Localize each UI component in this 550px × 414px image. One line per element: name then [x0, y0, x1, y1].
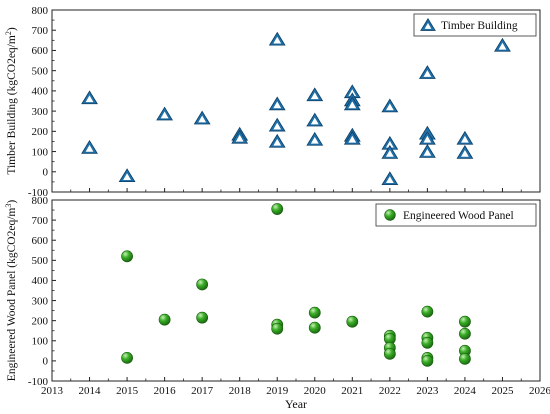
panel-2-legend-box [375, 203, 537, 227]
panel-2-x-tick-label: 2016 [154, 385, 177, 397]
panel-1-y-tick-label: 600 [32, 45, 49, 57]
panel-2-data-point [121, 250, 133, 263]
panel-1-data-point [118, 168, 136, 183]
panel-1-data-point [456, 144, 474, 159]
panel-2-y-tick-label: 200 [32, 315, 49, 327]
panel-1-y-tick-label: 800 [32, 5, 49, 17]
panel-1-data-point [193, 110, 211, 125]
panel-1-y-tick-label: 200 [32, 126, 49, 138]
panel-2-data-point [421, 305, 434, 318]
panel-1-data-point [306, 131, 324, 146]
panel-1-y-tick-label: -100 [28, 187, 49, 199]
panel-2-y-tick-label: 600 [32, 235, 49, 247]
panel-1-y-tick-label: 700 [32, 25, 49, 37]
panel-1-y-tick-label: 300 [32, 106, 49, 118]
panel-1-data-point [306, 87, 324, 102]
panel-2-y-tick-label: 100 [32, 336, 49, 348]
panel-1-legend-label: Timber Building [441, 20, 518, 32]
panel-1-data-point [81, 139, 98, 154]
panel-2-y-tick-label: 800 [32, 195, 49, 207]
panel-2-y-tick-label: 700 [32, 215, 49, 227]
panel-2-y-axis-label: Engineered Wood Panel (kgCO2eq/m3) [4, 200, 18, 382]
panel-2-x-tick-label: 2021 [341, 385, 363, 397]
panel-1-y-tick-label: 500 [32, 65, 49, 77]
panel-2-data-point [271, 322, 284, 335]
panel-1-data-point [381, 171, 399, 186]
panel-2-x-tick-label: 2024 [454, 385, 477, 397]
panel-1-y-tick-label: 100 [32, 146, 49, 158]
panel-2-data-point [121, 351, 133, 364]
panel-2-x-tick-label: 2014 [79, 385, 102, 397]
panel-1-data-point [156, 106, 174, 121]
panel-1-data-point [268, 117, 286, 132]
panel-2-x-tick-label: 2023 [416, 385, 439, 397]
panel-2-data-point [459, 315, 471, 328]
panel-2-x-tick-label: 2022 [379, 385, 401, 397]
panel-2-data-point [196, 278, 209, 291]
panel-2-data-point [459, 327, 471, 340]
panel-2-data-point [346, 315, 359, 328]
panel-1-data-point [81, 90, 98, 105]
panel-1-data-point [231, 129, 249, 144]
panel-1-data-point [268, 133, 286, 148]
panel-2-legend-marker [384, 209, 396, 221]
panel-2-x-tick-label: 2026 [529, 385, 550, 397]
panel-1-data-point [381, 98, 399, 113]
panel-1-y-tick-label: 400 [32, 86, 49, 98]
panel-2-x-tick-label: 2018 [229, 385, 252, 397]
panel-1-plot-frame [51, 9, 541, 193]
panel-2-data-point [459, 352, 471, 365]
panel-2-data-point [421, 336, 434, 349]
panel-2-legend-label: Engineered Wood Panel [403, 210, 514, 222]
panel-2-x-tick-label: 2020 [304, 385, 327, 397]
panel-2-x-tick-label: 2013 [41, 385, 64, 397]
panel-2-data-point [383, 347, 396, 360]
panel-2-y-tick-label: 300 [32, 295, 49, 307]
panel-2-x-tick-label: 2015 [116, 385, 139, 397]
panel-2-data-point [158, 313, 171, 326]
panel-1-y-tick-label: 0 [43, 167, 49, 179]
panel-1-data-point [381, 144, 399, 159]
panel-1-data-point [343, 130, 361, 145]
panel-1-data-point [494, 37, 511, 52]
panel-2-y-tick-label: 0 [43, 356, 49, 368]
panel-2-x-tick-label: 2017 [191, 385, 214, 397]
panel-2-y-tick-label: -100 [28, 376, 49, 388]
panel-1-y-axis-label: Timber Building (kgCO2eq/m2) [4, 27, 18, 175]
panel-2-data-point [196, 311, 209, 324]
panel-1-legend-box [413, 13, 537, 37]
panel-2-x-axis-label: Year [285, 397, 307, 411]
panel-2-y-tick-label: 400 [32, 275, 49, 287]
panel-2-data-point [421, 354, 434, 367]
panel-2-x-tick-label: 2019 [266, 385, 289, 397]
panel-2-data-point [271, 203, 284, 215]
panel-1-data-point [418, 143, 436, 158]
panel-1-data-point [418, 65, 436, 79]
panel-1-data-point [306, 112, 324, 127]
panel-1-data-point [456, 130, 474, 145]
panel-2-x-tick-label: 2025 [491, 385, 514, 397]
panel-2-data-point [308, 306, 321, 319]
panel-2-y-tick-label: 500 [32, 255, 49, 267]
panel-1-data-point [343, 96, 361, 111]
panel-2-data-point [308, 321, 321, 334]
panel-1-data-point [268, 31, 286, 46]
panel-1-legend-marker [420, 17, 436, 31]
panel-1-data-point [268, 96, 286, 111]
